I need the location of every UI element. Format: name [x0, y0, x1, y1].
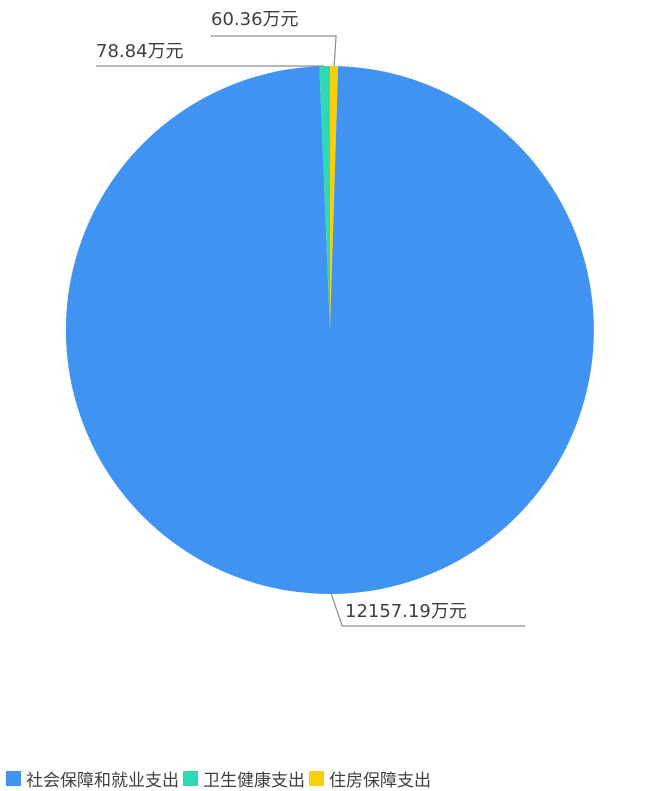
legend-label-housing: 住房保障支出: [329, 771, 431, 791]
data-label-social-security: 12157.19万元: [345, 601, 467, 622]
pie-slices: [65, 65, 594, 595]
data-label-housing: 60.36万元: [211, 9, 299, 30]
pie-slice-housing[interactable]: [330, 66, 339, 330]
legend-item-social-security[interactable]: 社会保障和就业支出: [6, 766, 179, 791]
data-label-health: 78.84万元: [96, 41, 184, 62]
legend-item-housing[interactable]: 住房保障支出: [309, 766, 431, 791]
legend-label-social-security: 社会保障和就业支出: [26, 771, 179, 791]
legend-label-health: 卫生健康支出: [203, 771, 305, 791]
leader-line-housing: [211, 35, 337, 67]
label-leader-lines: [96, 35, 525, 627]
legend-swatch-housing: [309, 771, 324, 786]
chart-legend: 社会保障和就业支出 卫生健康支出 住房保障支出: [6, 766, 435, 791]
legend-swatch-health: [183, 771, 198, 786]
leader-line-social-security: [330, 593, 525, 627]
pie-slice-social-security[interactable]: [65, 66, 594, 595]
pie-slice-health[interactable]: [319, 65, 330, 330]
legend-item-health[interactable]: 卫生健康支出: [183, 766, 305, 791]
legend-swatch-social-security: [6, 771, 21, 786]
